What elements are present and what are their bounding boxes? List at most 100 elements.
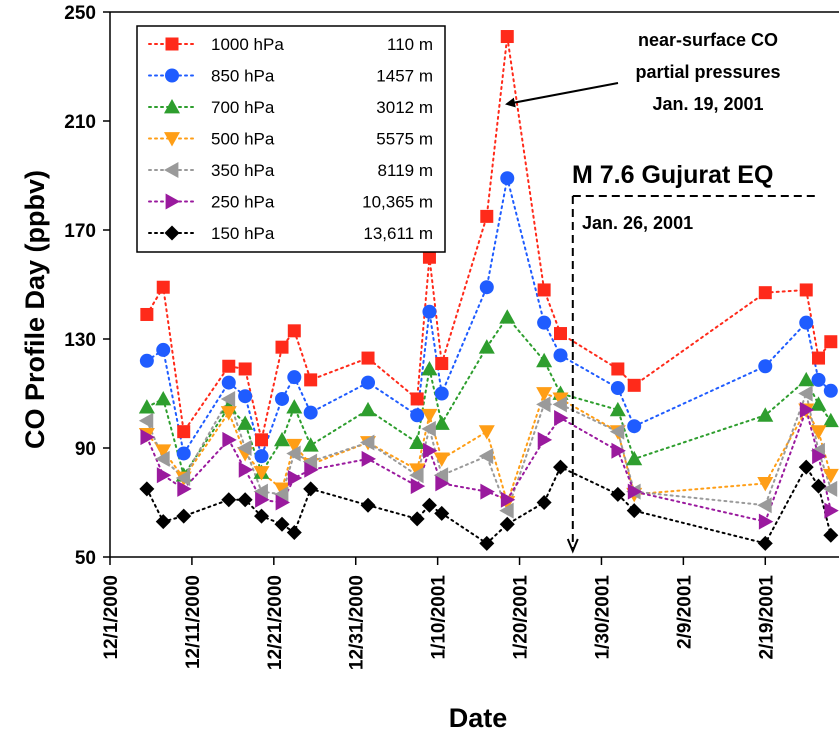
data-point [275,340,289,354]
data-point [810,425,827,440]
data-point [409,434,426,449]
data-point [609,401,626,417]
data-point [222,431,237,448]
data-point [140,307,154,321]
data-point [799,283,813,297]
earthquake-title: M 7.6 Gujurat EQ [572,161,773,189]
data-point [255,491,270,508]
data-point [499,309,516,324]
data-point [757,535,773,551]
legend-pressure-label: 700 hPa [211,98,275,117]
data-point [238,362,252,376]
data-point [155,514,171,530]
legend-marker [165,68,179,83]
legend-pressure-label: 350 hPa [211,161,275,180]
y-tick-label: 130 [64,330,96,351]
data-point [433,452,450,467]
data-point [360,401,377,417]
data-point [287,370,302,385]
data-point [799,315,814,330]
legend-pressure-label: 850 hPa [211,67,275,86]
data-point [758,513,774,530]
data-point [176,508,192,524]
data-point [479,280,494,295]
x-tick-label: 1/10/2001 [429,575,450,660]
data-point [409,467,424,484]
data-point [435,357,449,371]
data-point [286,399,303,414]
data-point [500,30,514,44]
data-point [254,508,270,524]
earthquake-arrowhead [566,538,579,554]
data-point [812,351,826,365]
data-point [155,450,170,467]
data-point [757,477,774,492]
data-point [554,327,568,341]
data-point [553,348,568,363]
data-point [156,280,170,294]
legend-box [136,25,446,253]
data-point [138,399,155,414]
x-tick-label: 12/21/2000 [265,575,286,670]
data-point [537,283,551,297]
data-point [360,434,375,451]
data-point [536,495,552,510]
data-point [433,467,449,484]
data-point [177,425,191,439]
legend-pressure-label: 1000 hPa [211,35,284,54]
data-point [552,392,569,407]
data-point [758,286,772,300]
legend-marker [164,132,180,147]
data-point [421,360,438,376]
data-point [611,442,626,459]
data-point [361,375,376,390]
data-point [423,442,438,459]
data-point [275,391,290,406]
annotation-arrow [505,82,619,108]
data-point [811,478,827,494]
data-point [303,481,319,497]
legend-marker [164,99,180,114]
data-point [409,463,426,478]
y-tick-label: 250 [64,3,96,24]
x-tick-label: 1/20/2001 [511,575,532,660]
data-point [434,386,449,401]
data-point [421,408,438,424]
data-point [274,431,291,447]
data-point [274,516,290,532]
legend: 1000 hPa 110 m 850 hPa 1457 m 700 hPa 3012 m 5… [136,25,446,253]
data-point [626,450,643,466]
data-point [798,371,815,387]
data-point [500,171,515,186]
data-point [238,461,254,478]
series-line-850-hpa [145,177,832,460]
data-point [254,449,269,464]
legend-marker [164,225,180,241]
data-point [478,448,494,465]
data-point [220,406,237,421]
data-point [139,353,154,368]
data-point [822,468,839,484]
near-surface-annotation-line: near-surface CO [638,30,778,50]
legend-altitude-label: 10,365 m [362,193,433,212]
legend-marker [164,162,179,178]
data-point [824,335,838,349]
data-point [500,491,516,508]
near-surface-annotation-line: partial pressures [635,62,780,82]
data-point [757,497,772,514]
data-point [255,433,269,447]
series-group-350-hpa [138,385,838,519]
data-point [140,429,155,446]
data-point [286,438,303,454]
data-point [434,505,450,521]
legend-altitude-label: 13,611 m [363,224,433,243]
data-point [421,497,437,513]
data-point [433,415,450,430]
series-group-850-hpa [139,171,838,464]
data-point [139,481,155,497]
data-point [798,385,813,402]
data-point [812,448,827,465]
data-point [798,459,814,475]
data-point [221,492,237,508]
data-point [480,209,494,223]
